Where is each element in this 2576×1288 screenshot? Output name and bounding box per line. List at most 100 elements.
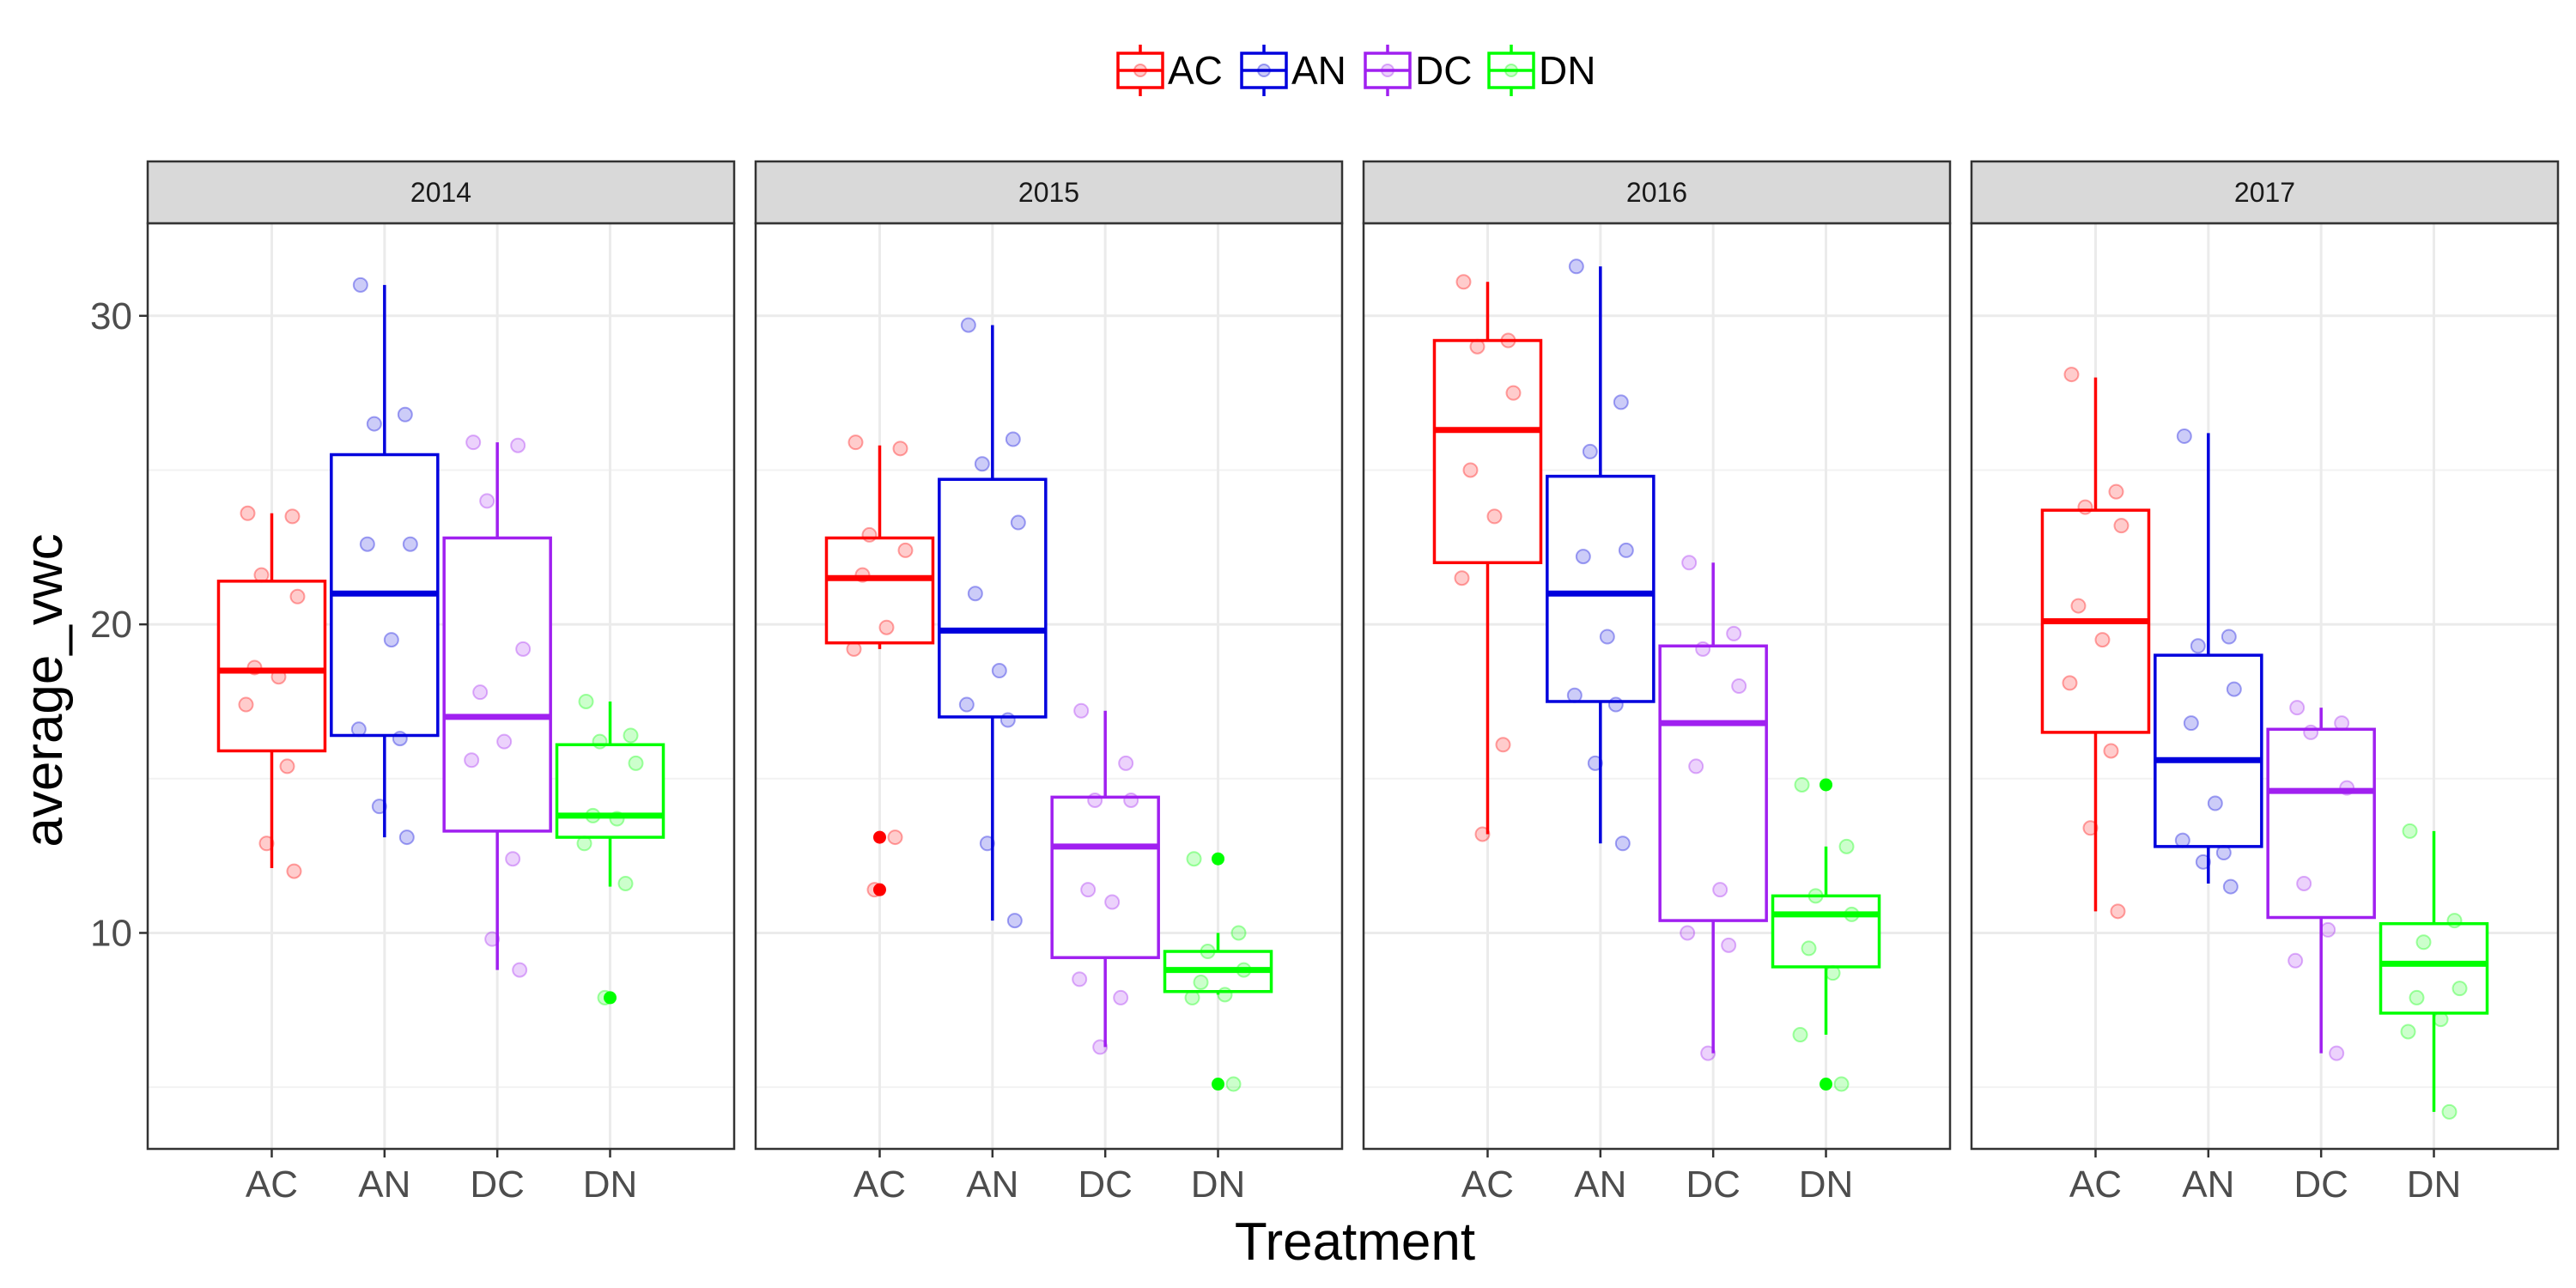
- data-point: [1495, 737, 1511, 753]
- facet-strip: [146, 160, 736, 225]
- box-2014-DC: [442, 434, 552, 978]
- data-point: [496, 733, 513, 750]
- box-2017-DN: [2379, 823, 2489, 1120]
- data-point: [253, 567, 270, 583]
- data-point: [2113, 518, 2129, 534]
- data-point: [392, 731, 408, 747]
- box-2015-DN: [1163, 851, 1273, 1092]
- data-point: [398, 829, 415, 846]
- facet-strip-label: 2014: [410, 177, 471, 208]
- x-axis-title: Treatment: [1235, 1212, 1475, 1272]
- data-point: [1712, 882, 1728, 898]
- data-point: [1186, 851, 1202, 867]
- data-point: [2402, 823, 2418, 839]
- data-point: [2222, 878, 2239, 895]
- outlier-point: [1212, 1078, 1225, 1091]
- data-point: [510, 437, 526, 453]
- box-2015-AC: [824, 434, 935, 898]
- data-point: [1582, 443, 1598, 459]
- facet-strip-label: 2015: [1018, 177, 1079, 208]
- box-iqr: [1771, 894, 1881, 969]
- legend-label: DN: [1539, 48, 1595, 93]
- facet-panel-2014: 2014 AC AN DC DN: [146, 160, 736, 1206]
- data-point: [1731, 678, 1747, 694]
- data-point: [1688, 758, 1704, 775]
- facet-strip: [1970, 160, 2560, 225]
- facet-strip-label: 2017: [2234, 177, 2295, 208]
- data-point: [1721, 937, 1737, 953]
- facet-panel-2016: 2016 AC AN DC DN: [1362, 160, 1952, 1206]
- data-point: [1080, 882, 1097, 898]
- outlier-point: [872, 830, 886, 844]
- data-point: [2226, 681, 2242, 697]
- data-point: [585, 807, 601, 823]
- x-tick-label: AN: [2182, 1163, 2234, 1206]
- data-point: [246, 659, 263, 676]
- data-point: [2070, 598, 2087, 614]
- legend: AC AN DC DN: [1116, 45, 1595, 96]
- y-tick-label: 10: [90, 912, 132, 954]
- box-2017-DC: [2266, 700, 2376, 1061]
- data-point: [1006, 913, 1023, 929]
- data-point: [1005, 431, 1021, 447]
- data-point: [1123, 792, 1139, 808]
- data-point: [2221, 629, 2237, 645]
- x-tick-label: DN: [2407, 1163, 2462, 1206]
- x-tick-label: DN: [1191, 1163, 1246, 1206]
- x-tick-label: DC: [2293, 1163, 2348, 1206]
- box-2016-AN: [1546, 258, 1656, 852]
- data-point: [2415, 934, 2432, 951]
- data-point: [1073, 702, 1090, 719]
- data-point: [2289, 700, 2306, 716]
- data-point: [1833, 1076, 1850, 1092]
- data-point: [402, 536, 418, 552]
- x-tick-label: AN: [1574, 1163, 1626, 1206]
- x-tick-label: AC: [854, 1163, 906, 1206]
- data-point: [371, 799, 387, 815]
- box-iqr: [442, 536, 552, 833]
- data-point: [1087, 792, 1103, 808]
- data-point: [2174, 832, 2190, 848]
- data-point: [999, 712, 1016, 728]
- data-point: [2329, 1045, 2345, 1061]
- y-tick-label: 30: [90, 295, 132, 337]
- data-point: [1792, 1027, 1808, 1043]
- data-point: [258, 835, 275, 852]
- box-2017-AN: [2154, 428, 2263, 895]
- data-point: [2400, 1024, 2416, 1040]
- facet-panel-2017: 2017 AC AN DC DN: [1970, 160, 2560, 1206]
- data-point: [1700, 1045, 1716, 1061]
- data-point: [967, 586, 983, 602]
- data-point: [2062, 675, 2078, 691]
- data-point: [1801, 940, 1817, 957]
- box-2015-DC: [1050, 702, 1160, 1055]
- data-point: [1455, 274, 1472, 290]
- box-iqr: [555, 743, 665, 839]
- box-iqr: [216, 580, 327, 753]
- data-point: [1072, 971, 1088, 987]
- data-point: [892, 440, 908, 457]
- box-2014-AN: [330, 276, 440, 846]
- data-point: [1113, 989, 1129, 1005]
- data-point: [286, 863, 302, 879]
- box-2014-DN: [555, 693, 665, 1005]
- data-point: [1575, 549, 1591, 565]
- data-point: [979, 835, 995, 852]
- data-point: [505, 851, 521, 867]
- x-tick-label: AN: [966, 1163, 1018, 1206]
- data-point: [1454, 570, 1470, 586]
- data-point: [2082, 820, 2099, 836]
- data-point: [1092, 1039, 1109, 1055]
- y-axis: 10 20 30: [90, 295, 148, 954]
- legend-item-AN: AN: [1240, 45, 1346, 96]
- data-point: [2451, 981, 2468, 997]
- data-point: [2183, 715, 2199, 732]
- outlier-point: [872, 883, 886, 896]
- data-point: [1200, 944, 1216, 960]
- data-point: [878, 619, 895, 635]
- box-iqr: [938, 477, 1048, 719]
- data-point: [1607, 696, 1624, 713]
- data-point: [515, 641, 532, 657]
- data-point: [2108, 483, 2124, 500]
